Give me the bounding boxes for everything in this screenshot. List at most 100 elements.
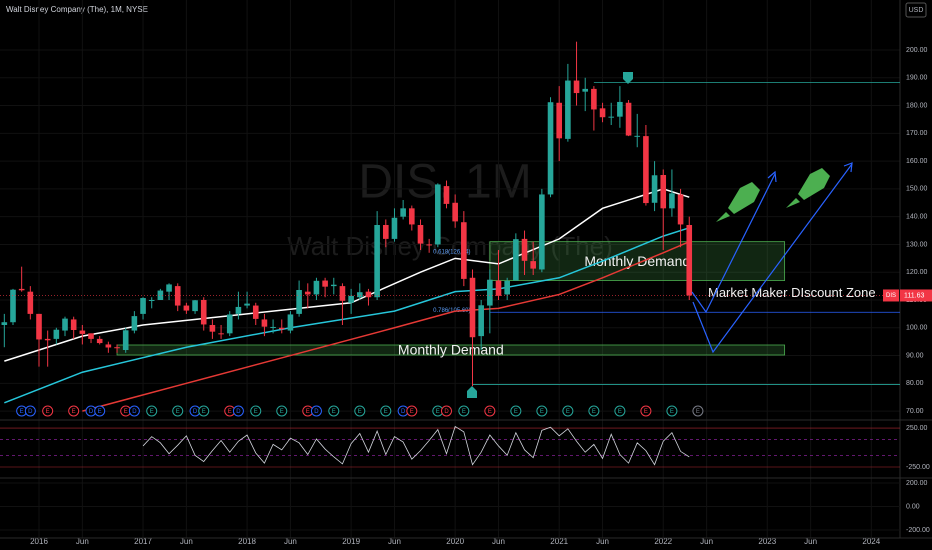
event-marker [94, 405, 106, 417]
candle-body [18, 288, 25, 291]
candle-body [651, 175, 658, 203]
arrow-head [843, 162, 853, 173]
candle-body [417, 225, 424, 244]
event-marker [440, 405, 452, 417]
candle-body [192, 300, 198, 312]
candle-body [539, 194, 545, 270]
event-marker [24, 405, 36, 417]
candle-body [643, 136, 649, 204]
candle-body [660, 175, 667, 209]
y-tick-label: 200.00 [906, 47, 928, 54]
fib-label: 0.618(126.64) [433, 249, 470, 255]
candle-body [599, 108, 606, 118]
zone-label: Monthly Demand [584, 253, 690, 269]
candle-body [53, 329, 60, 339]
arrows [691, 162, 853, 354]
candle-body [235, 306, 242, 314]
candle-body [495, 280, 502, 296]
y-tick-label: 100.00 [906, 325, 928, 332]
candle-body [530, 261, 536, 269]
watermark-name: Walt Disney Company (The) [287, 231, 613, 261]
event-marker [588, 405, 600, 417]
candle-body [591, 88, 597, 110]
event-label: D [132, 409, 137, 415]
x-tick-label: 2020 [446, 537, 464, 546]
candle-body [330, 284, 337, 287]
arrow-head [767, 170, 777, 183]
event-marker [510, 405, 522, 417]
event-marker [354, 405, 366, 417]
candle-body [435, 184, 441, 245]
candle-body [461, 222, 467, 279]
candle-body [304, 291, 311, 295]
x-tick-label: 2022 [654, 537, 672, 546]
event-label: D [236, 409, 241, 415]
candle-body [174, 286, 181, 306]
event-label: E [280, 409, 284, 415]
candle-body [348, 295, 354, 303]
candle-body [296, 290, 302, 314]
osc-tick-label: -250.00 [906, 464, 930, 471]
candle-body [270, 326, 276, 328]
event-label: E [124, 409, 128, 415]
candle-body [582, 88, 589, 92]
arrow-path [691, 173, 776, 314]
candle-body [391, 217, 398, 239]
candle-body [400, 208, 406, 217]
event-marker [562, 405, 574, 417]
candle-body [79, 330, 86, 334]
event-label: E [306, 409, 310, 415]
event-label: E [332, 409, 336, 415]
event-label: E [514, 409, 518, 415]
event-label: E [150, 409, 154, 415]
candle-body [409, 208, 415, 225]
x-tick-label: 2024 [862, 537, 880, 546]
y-tick-label: 180.00 [906, 102, 928, 109]
x-tick-label: Jun [804, 537, 817, 546]
candle-body [608, 116, 615, 118]
event-label: E [488, 409, 492, 415]
event-marker [328, 405, 340, 417]
rocket [716, 182, 760, 222]
price-tag-label: 111.63 [904, 292, 924, 299]
candle-body [365, 291, 372, 298]
x-tick-label: Jun [388, 537, 401, 546]
candle-body [96, 338, 103, 344]
currency: USD [909, 7, 924, 14]
candle-body [148, 300, 155, 301]
event-marker [276, 405, 288, 417]
rocket [786, 168, 830, 208]
event-label: D [28, 409, 33, 415]
candle-body [313, 280, 320, 295]
candle-body [573, 80, 580, 94]
event-marker [68, 405, 80, 417]
candle-body [339, 286, 346, 301]
candle-body [617, 101, 623, 117]
event-marker [484, 405, 496, 417]
candle-body [469, 277, 476, 338]
event-marker [198, 405, 210, 417]
candle-body [1, 322, 8, 325]
candle-body [244, 303, 250, 306]
event-marker [692, 405, 704, 417]
pane2-tick-label: 200.00 [906, 480, 928, 487]
event-label: E [618, 409, 622, 415]
event-label: E [436, 409, 440, 415]
candle-body [44, 338, 51, 341]
y-tick-label: 190.00 [906, 75, 928, 82]
event-label: D [401, 409, 406, 415]
rockets [716, 168, 830, 222]
x-tick-label: Jun [492, 537, 505, 546]
candle-body [261, 319, 268, 327]
candle-body [166, 284, 172, 292]
candle-body [157, 290, 164, 300]
event-marker [128, 405, 140, 417]
candle-body [478, 305, 484, 337]
candle-body [452, 202, 458, 222]
candle-body [218, 333, 224, 335]
event-label: E [358, 409, 362, 415]
candle-body [27, 291, 34, 314]
candle-body [356, 292, 363, 298]
event-label: E [98, 409, 102, 415]
